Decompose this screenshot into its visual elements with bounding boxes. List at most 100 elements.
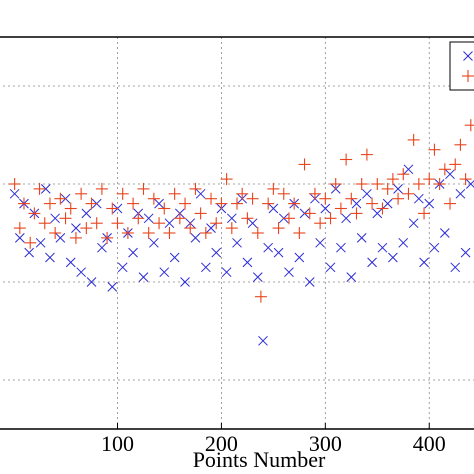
- point-x: [149, 237, 159, 248]
- point-x: [247, 218, 258, 229]
- point-x: [450, 262, 461, 273]
- x-tick-label-400: 400: [413, 431, 446, 456]
- point-x: [268, 203, 279, 214]
- point-plus: [69, 231, 82, 244]
- point-x: [55, 233, 66, 243]
- point-x: [154, 198, 164, 209]
- point-plus: [111, 217, 124, 230]
- point-plus: [438, 163, 451, 176]
- point-x: [263, 242, 274, 253]
- point-plus: [288, 197, 301, 210]
- point-plus: [116, 187, 129, 200]
- point-x: [65, 257, 76, 268]
- point-plus: [366, 197, 379, 210]
- point-plus: [225, 222, 238, 235]
- point-plus: [272, 222, 285, 235]
- point-plus: [386, 173, 399, 186]
- point-x: [336, 242, 346, 253]
- point-x: [424, 198, 435, 209]
- point-x: [356, 233, 367, 243]
- point-plus: [28, 207, 41, 220]
- point-x: [86, 277, 97, 287]
- point-plus: [80, 222, 93, 235]
- point-plus: [251, 227, 264, 239]
- point-x: [346, 272, 357, 282]
- point-x: [372, 208, 383, 219]
- legend-box: [449, 41, 474, 91]
- point-plus: [392, 192, 405, 205]
- point-x: [258, 335, 268, 346]
- point-plus: [220, 173, 233, 186]
- point-plus: [215, 197, 228, 210]
- point-x: [320, 203, 331, 214]
- point-plus: [397, 168, 410, 181]
- x-axis-title: Points Number: [193, 447, 326, 472]
- point-plus: [423, 173, 436, 186]
- point-x: [304, 277, 315, 287]
- point-x: [71, 223, 81, 233]
- point-plus: [254, 290, 267, 303]
- point-x: [419, 257, 429, 268]
- point-plus: [418, 207, 431, 220]
- point-plus: [24, 236, 37, 249]
- point-plus: [246, 192, 259, 205]
- point-plus: [189, 182, 202, 195]
- point-plus: [444, 197, 457, 210]
- point-x: [180, 277, 190, 287]
- point-plus: [308, 187, 321, 200]
- point-x: [284, 267, 294, 278]
- point-plus: [454, 138, 467, 151]
- point-x: [128, 247, 138, 258]
- point-plus: [381, 182, 394, 195]
- point-x: [382, 198, 393, 209]
- point-plus: [340, 153, 353, 166]
- point-x: [362, 188, 372, 199]
- point-plus: [17, 197, 30, 210]
- point-plus: [319, 192, 332, 205]
- point-x: [351, 198, 362, 209]
- point-plus: [153, 217, 166, 230]
- point-plus: [210, 217, 223, 230]
- point-plus: [324, 212, 337, 225]
- point-plus: [464, 119, 474, 132]
- point-plus: [459, 173, 472, 186]
- point-plus: [282, 212, 295, 225]
- point-x: [429, 242, 440, 253]
- point-x: [9, 188, 20, 199]
- plot-frame: [0, 36, 474, 430]
- point-plus: [345, 192, 358, 205]
- point-x: [455, 188, 466, 199]
- point-x: [393, 184, 403, 194]
- point-plus: [184, 222, 197, 235]
- point-x: [460, 247, 471, 258]
- point-x: [50, 213, 61, 224]
- point-x: [367, 257, 377, 268]
- grid-lines: [0, 37, 474, 429]
- point-x: [81, 208, 92, 219]
- point-plus: [334, 202, 347, 215]
- point-x: [117, 262, 128, 273]
- point-x: [211, 247, 222, 258]
- point-plus: [158, 202, 171, 215]
- point-plus: [127, 197, 140, 210]
- point-x: [164, 218, 175, 229]
- point-x: [242, 257, 253, 268]
- point-x: [169, 252, 180, 263]
- point-plus: [132, 212, 145, 225]
- point-x: [143, 213, 154, 224]
- point-plus: [85, 197, 98, 210]
- point-x: [35, 237, 46, 248]
- point-plus: [199, 227, 212, 239]
- point-x: [40, 184, 51, 194]
- point-plus: [121, 227, 134, 239]
- point-plus: [298, 158, 311, 171]
- point-plus: [8, 178, 21, 190]
- point-x: [190, 233, 201, 243]
- point-x: [97, 242, 107, 253]
- point-x: [226, 213, 237, 224]
- x-tick-label-100: 100: [101, 431, 134, 456]
- point-x: [388, 252, 398, 263]
- point-x: [14, 233, 25, 243]
- point-x: [200, 262, 211, 273]
